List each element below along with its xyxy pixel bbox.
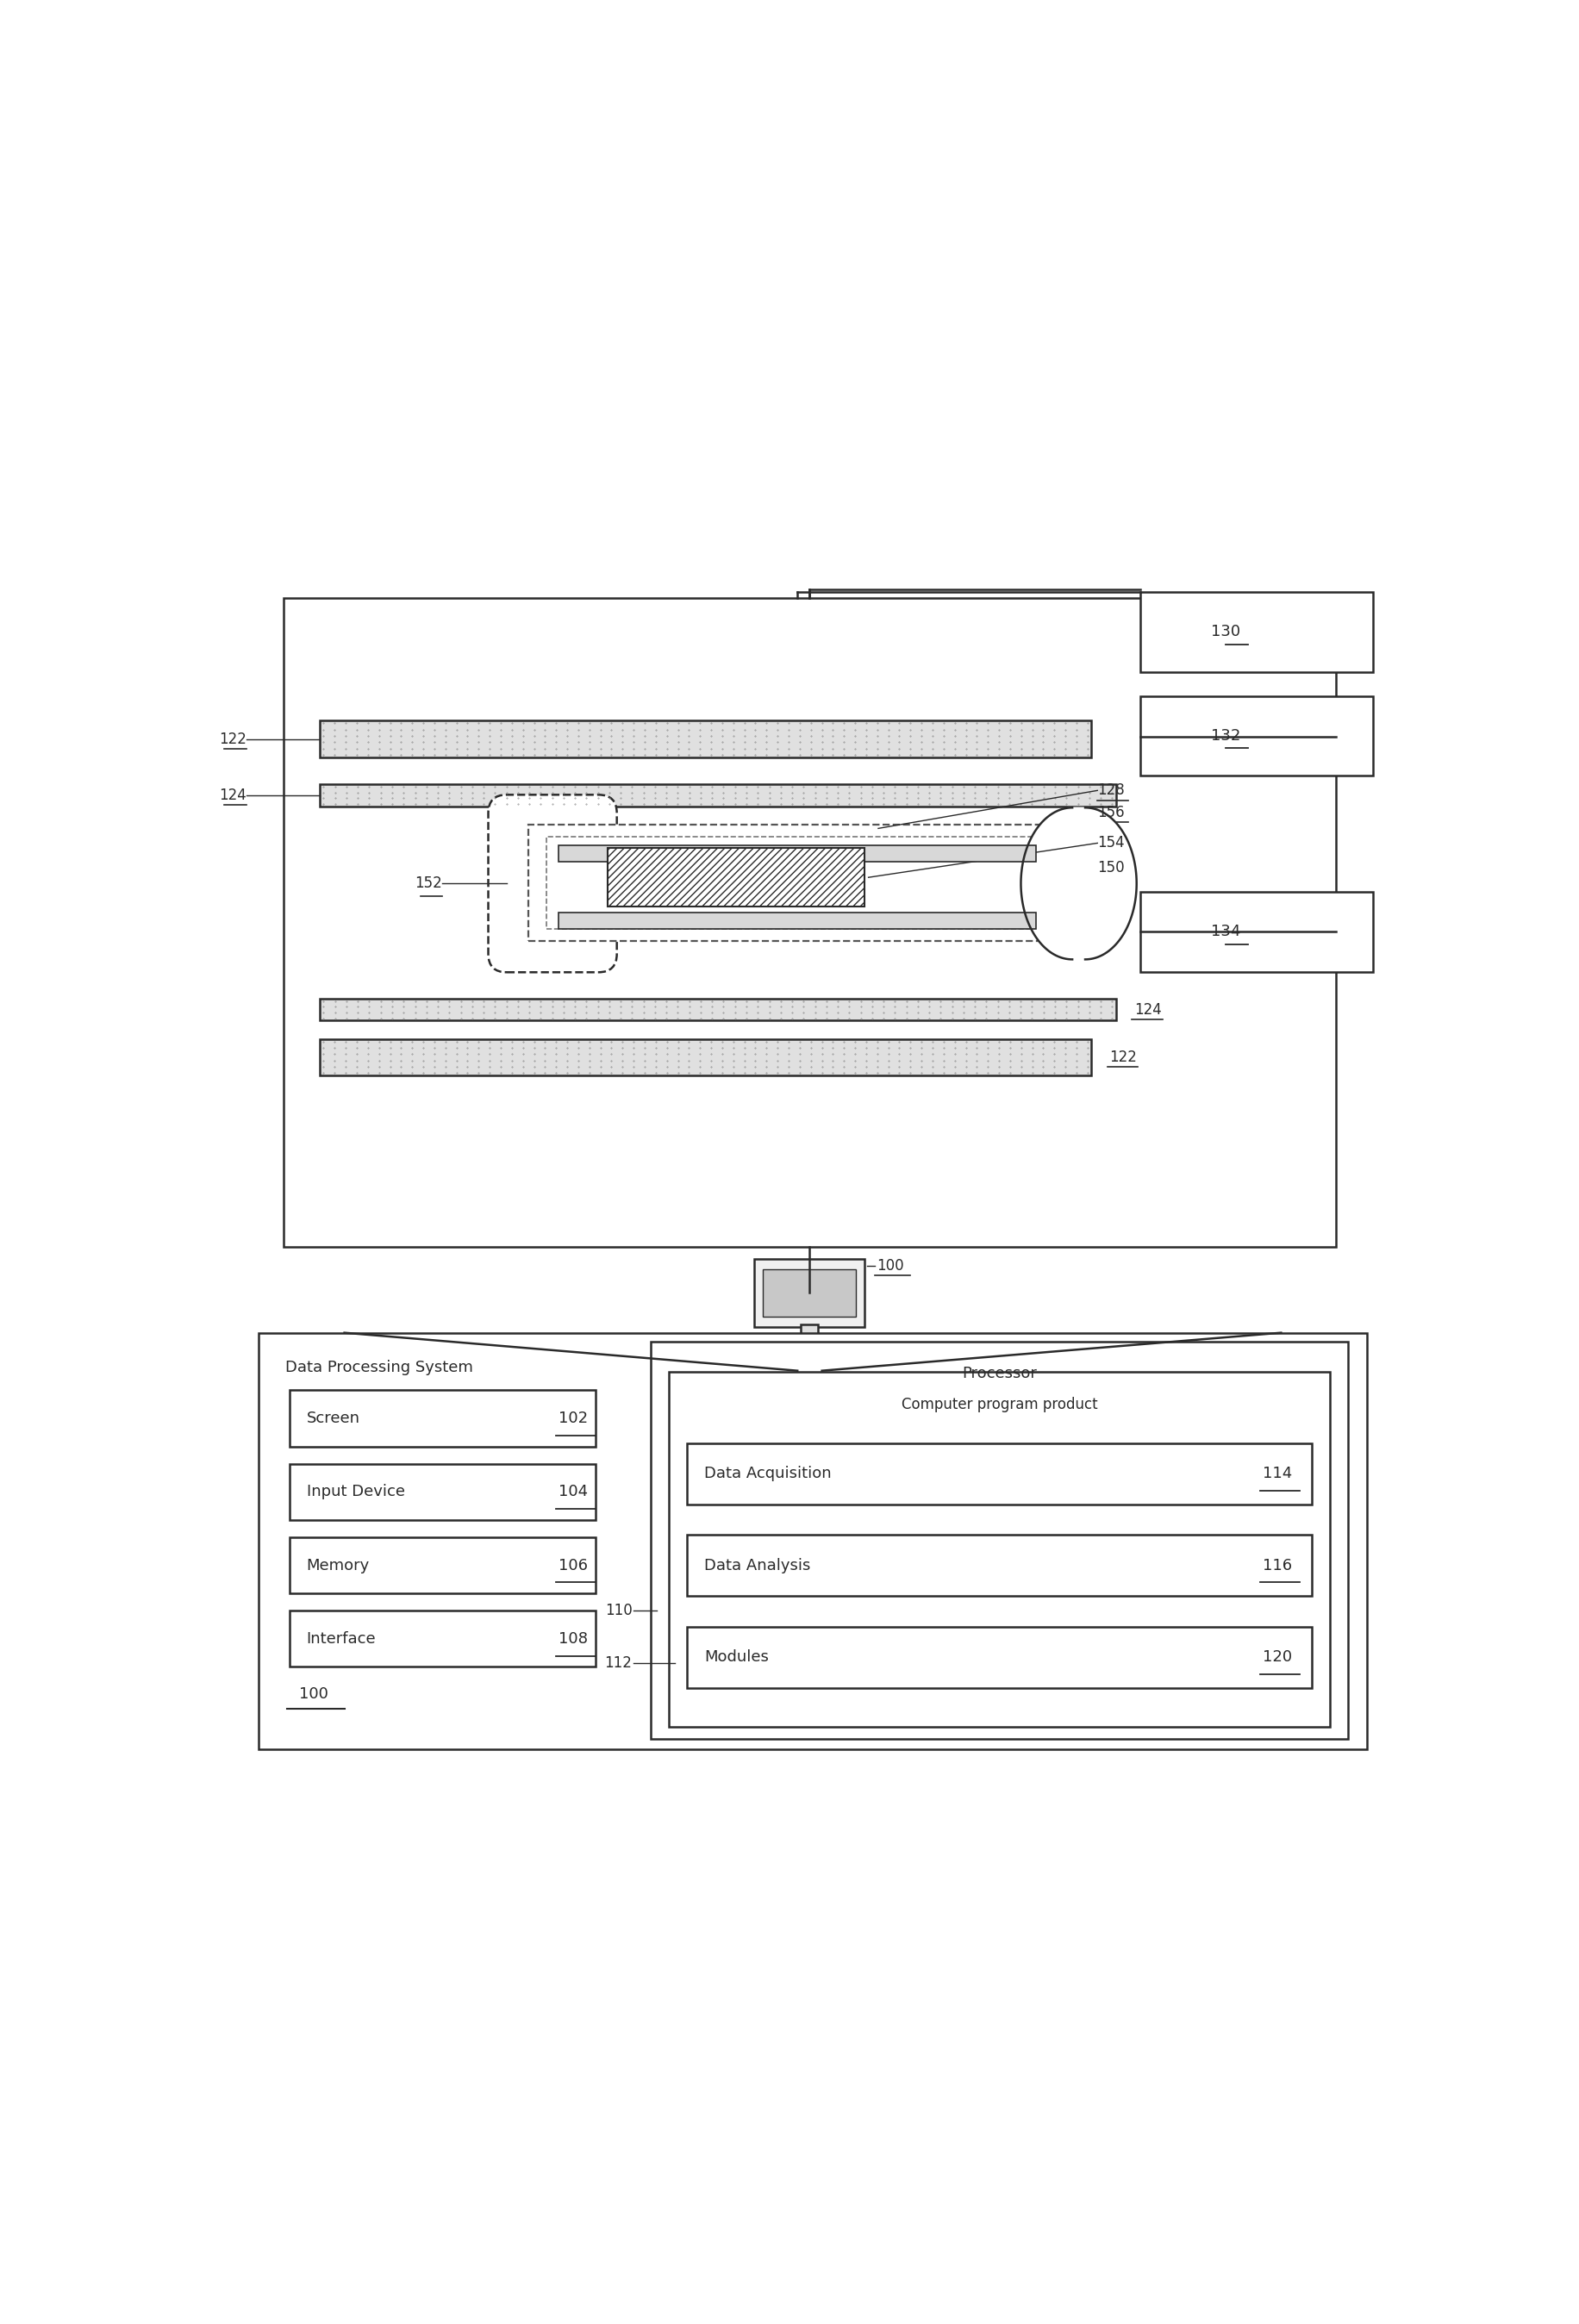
Text: Data Analysis: Data Analysis: [704, 1557, 810, 1573]
Text: Interface: Interface: [306, 1631, 376, 1645]
Text: 100: 100: [298, 1687, 328, 1701]
Text: 108: 108: [559, 1631, 587, 1645]
Bar: [319, 786, 1115, 806]
Text: 120: 120: [1262, 1650, 1292, 1664]
Bar: [289, 1611, 595, 1666]
Bar: [289, 1536, 595, 1594]
FancyBboxPatch shape: [488, 795, 616, 971]
Bar: [687, 1627, 1311, 1687]
Text: Modules: Modules: [704, 1650, 769, 1664]
Text: 122: 122: [1108, 1050, 1137, 1064]
Bar: [1140, 697, 1372, 776]
Text: 102: 102: [559, 1411, 587, 1427]
Bar: [259, 1332, 1366, 1750]
Text: Data Processing System: Data Processing System: [286, 1360, 474, 1376]
Bar: [668, 1371, 1330, 1727]
Bar: [687, 1534, 1311, 1597]
Text: 124: 124: [1134, 1002, 1161, 1018]
Text: Processor: Processor: [962, 1367, 1036, 1380]
Bar: [527, 825, 1066, 941]
Text: Input Device: Input Device: [306, 1485, 404, 1499]
Bar: [1140, 892, 1372, 971]
Text: 124: 124: [219, 788, 246, 804]
Text: 122: 122: [219, 732, 246, 746]
Text: 106: 106: [559, 1557, 587, 1573]
Bar: [546, 837, 1048, 930]
Bar: [771, 1348, 848, 1355]
Text: 104: 104: [559, 1485, 587, 1499]
Bar: [777, 1339, 842, 1348]
Text: 134: 134: [1211, 925, 1240, 939]
Bar: [289, 1464, 595, 1520]
Bar: [608, 848, 864, 906]
Bar: [761, 1364, 859, 1371]
Bar: [651, 1341, 1348, 1738]
Text: 128: 128: [1097, 783, 1124, 797]
Text: 110: 110: [605, 1604, 632, 1618]
Text: Memory: Memory: [306, 1557, 369, 1573]
Bar: [755, 1260, 864, 1327]
Bar: [319, 1039, 1091, 1076]
Text: 114: 114: [1262, 1466, 1292, 1480]
Text: 112: 112: [605, 1655, 632, 1671]
Bar: [283, 597, 1336, 1248]
Bar: [763, 1269, 856, 1318]
Bar: [801, 1325, 818, 1339]
Text: 156: 156: [1097, 804, 1124, 820]
Text: 116: 116: [1262, 1557, 1292, 1573]
Text: 150: 150: [1097, 860, 1124, 876]
Bar: [766, 1355, 853, 1364]
Bar: [319, 999, 1115, 1020]
Text: Screen: Screen: [306, 1411, 360, 1427]
Text: 100: 100: [876, 1257, 903, 1274]
Bar: [319, 720, 1091, 758]
Text: 132: 132: [1211, 727, 1240, 744]
Polygon shape: [1020, 809, 1135, 960]
Text: 154: 154: [1097, 834, 1124, 851]
Bar: [1140, 593, 1372, 672]
Text: Data Acquisition: Data Acquisition: [704, 1466, 831, 1480]
Bar: [289, 1390, 595, 1446]
Text: 130: 130: [1211, 625, 1240, 639]
Bar: [559, 846, 1036, 862]
Bar: [559, 913, 1036, 930]
Bar: [687, 1443, 1311, 1504]
Text: 152: 152: [415, 876, 442, 892]
Text: Computer program product: Computer program product: [902, 1397, 1097, 1413]
